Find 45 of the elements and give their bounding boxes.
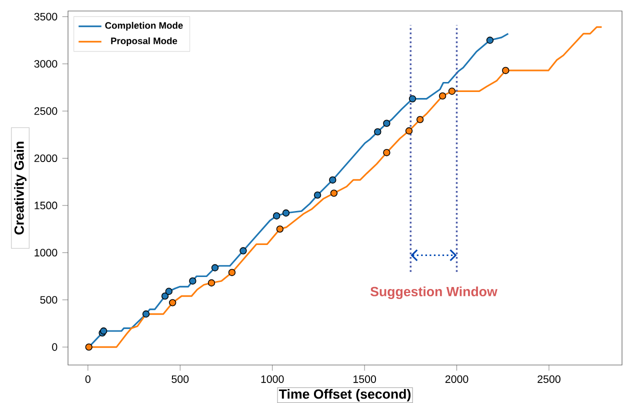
point (240, 247, 247, 254)
point (438, 92, 446, 100)
point (272, 212, 280, 220)
point (383, 120, 390, 127)
point (486, 36, 494, 44)
x-tick-label: 1500 (354, 375, 376, 383)
point (374, 128, 382, 136)
point (276, 225, 284, 233)
point (168, 299, 176, 306)
x-tick-label: 2000 (445, 375, 468, 383)
y-tick-label: 500 (40, 296, 58, 304)
point (228, 268, 236, 276)
y-tick-label: 3000 (34, 60, 58, 68)
point (85, 343, 92, 351)
x-tick-label: 500 (172, 375, 189, 383)
point (330, 190, 338, 197)
annotation: Suggestion Window (370, 286, 498, 299)
point (416, 116, 424, 124)
point (208, 279, 216, 286)
point (189, 277, 196, 285)
point (502, 66, 510, 74)
x-tick-label: 1000 (261, 375, 284, 383)
point (405, 127, 413, 134)
y-tick-label: 2000 (34, 154, 58, 162)
point (314, 191, 322, 199)
y-tick-label: 0 (52, 343, 58, 351)
y-tick-label: 2500 (34, 107, 58, 115)
x-tick-label: 2500 (538, 375, 560, 383)
y-tick-label: 1000 (34, 248, 58, 256)
x-tick-label: 0 (85, 375, 90, 383)
legend-label: Completion Mode (105, 22, 183, 31)
point (211, 264, 219, 272)
legend-label: Proposal Mode (111, 37, 178, 46)
point (448, 88, 456, 95)
point (165, 288, 172, 295)
point (408, 95, 416, 102)
point (383, 148, 390, 156)
point (142, 310, 150, 318)
y-axis-title: Creativity Gain (14, 142, 26, 235)
point (282, 209, 290, 217)
point (161, 292, 169, 300)
y-tick-label: 3500 (34, 12, 58, 20)
point (329, 176, 336, 184)
x-axis-title: Time Offset (second) (278, 388, 411, 402)
y-tick-label: 1500 (34, 202, 58, 210)
